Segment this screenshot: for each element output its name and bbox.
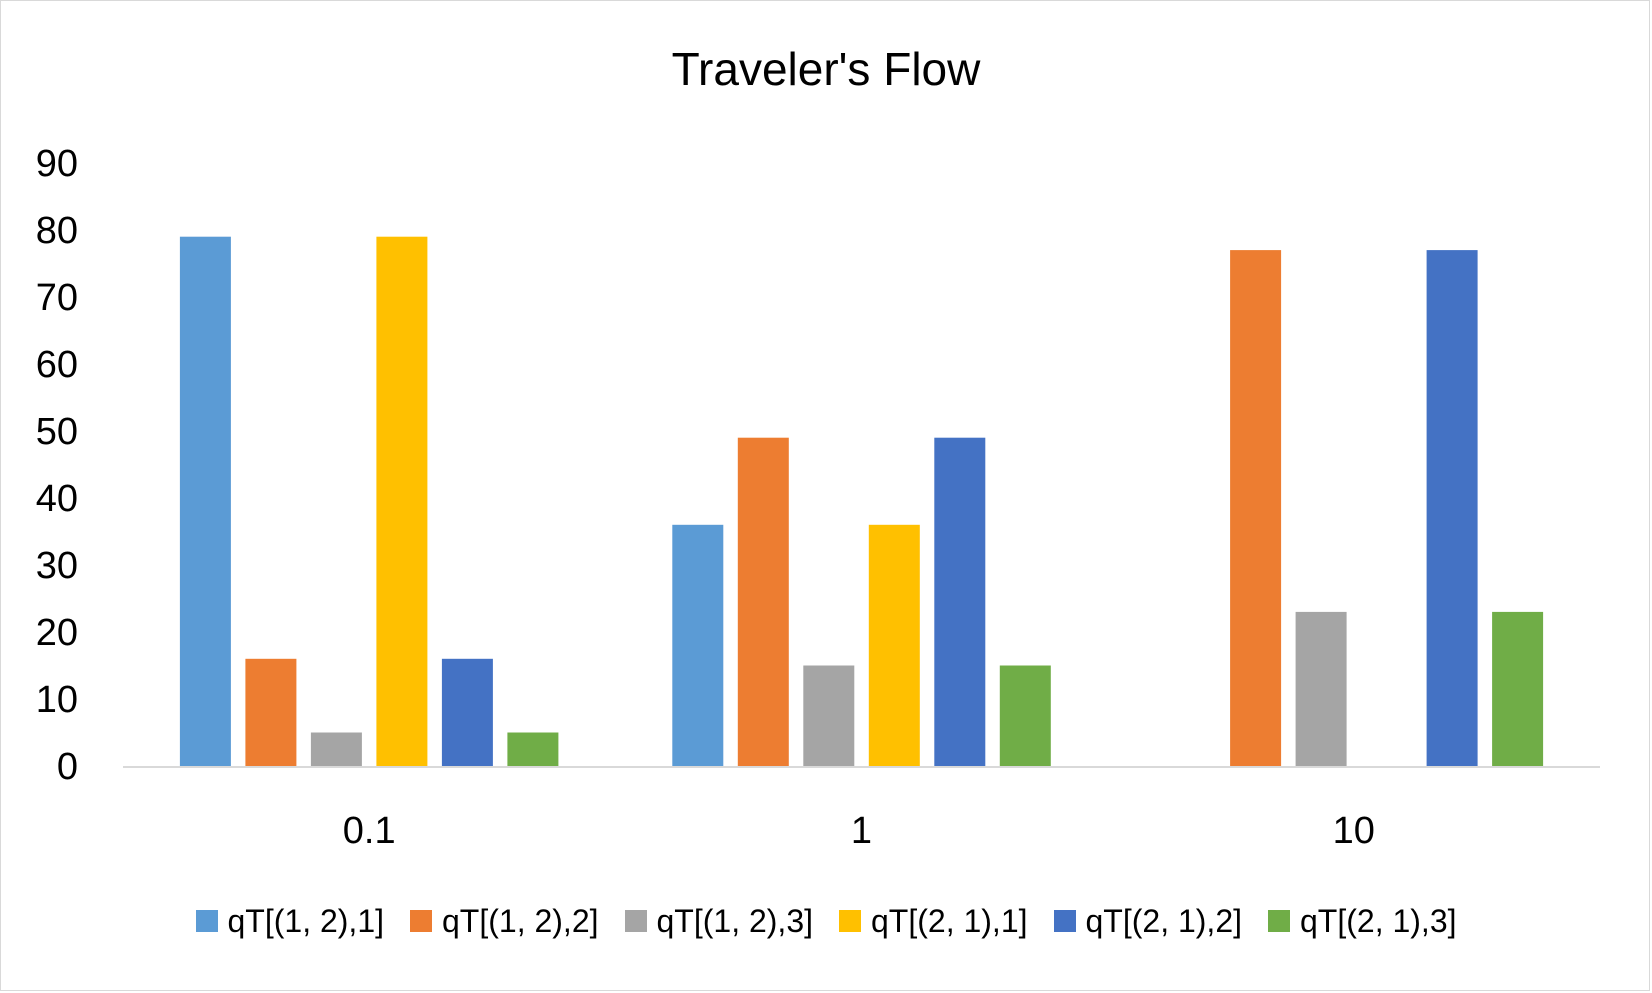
y-tick-label: 50 [36,411,78,453]
legend-label: qT[(1, 2),3] [656,902,814,939]
bar [310,732,362,766]
bar [803,665,855,766]
legend-item: qT[(1, 2),2] [410,903,599,940]
x-tick-label: 1 [851,810,872,852]
bar [507,732,559,766]
x-tick-label: 0.1 [343,810,396,852]
y-tick-label: 30 [36,545,78,587]
legend-label: qT[(1, 2),1] [227,902,385,939]
legend-swatch [624,910,647,932]
bar [934,437,986,766]
bar [245,658,297,766]
y-tick-label: 80 [36,210,78,252]
bar [376,236,428,766]
legend-swatch [410,910,432,932]
legend-swatch [195,910,218,932]
legend-label: qT[(2, 1),1] [871,902,1028,939]
bar [441,658,493,766]
y-tick-label: 70 [36,277,78,319]
bar [868,524,920,766]
y-tick-label: 60 [36,344,78,386]
x-axis-labels: 0.1 1 10 [343,810,1375,852]
bar [1492,611,1544,766]
y-tick-label: 10 [36,679,78,721]
bars-group [179,236,1544,767]
legend-label: qT[(2, 1),3] [1300,902,1457,939]
bar [999,665,1051,766]
legend-item: qT[(2, 1),2] [1053,902,1243,940]
legend-item: qT[(2, 1),3] [1268,903,1457,940]
legend: qT[(1, 2),1] qT[(1, 2),2] qT[(1, 2),3] qT[(… [0,898,1652,944]
bar [1426,250,1478,767]
x-tick-label: 10 [1333,810,1375,852]
bar [1295,611,1347,766]
legend-item: qT[(1, 2),3] [624,902,814,940]
legend-label: qT[(2, 1),2] [1085,902,1243,939]
y-tick-label: 20 [36,612,78,654]
legend-item: qT[(2, 1),1] [839,903,1028,940]
y-axis-labels: 0 10 20 30 40 50 60 70 80 90 [36,143,78,788]
legend-swatch [1268,910,1290,932]
legend-swatch [1053,910,1076,932]
y-tick-label: 90 [36,143,78,185]
y-tick-label: 40 [36,478,78,520]
legend-swatch [839,910,861,932]
bar [672,524,724,766]
bar [737,437,789,766]
chart-title: Traveler's Flow [671,43,981,95]
legend-item: qT[(1, 2),1] [195,902,385,940]
bar [179,236,231,766]
legend-label: qT[(1, 2),2] [442,902,599,939]
bar [1230,250,1282,767]
y-tick-label: 0 [57,746,78,788]
